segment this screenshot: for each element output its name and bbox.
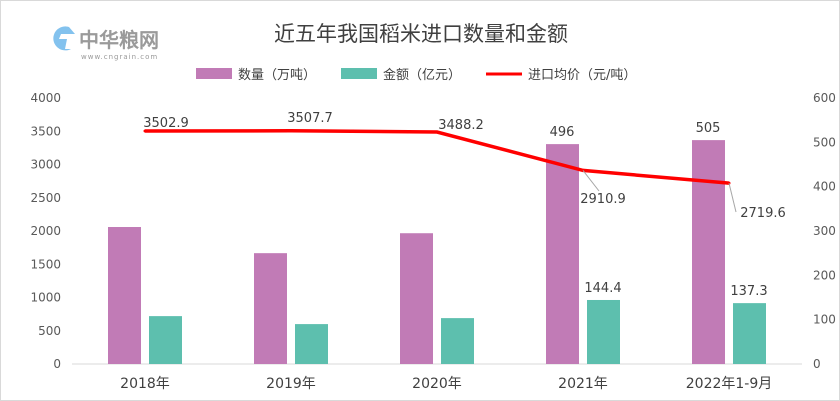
left-axis-tick: 3000 bbox=[30, 158, 61, 172]
logo-name: 中华粮网 bbox=[79, 28, 159, 52]
x-axis-tick: 2021年 bbox=[558, 376, 608, 392]
bar-data-label: 137.3 bbox=[730, 284, 767, 299]
price-point bbox=[289, 129, 293, 133]
line-data-label: 2719.6 bbox=[740, 206, 786, 221]
price-line bbox=[144, 128, 730, 185]
right-axis-tick: 400 bbox=[813, 180, 836, 194]
bar-data-label: 496 bbox=[550, 125, 575, 140]
left-axis-tick: 3500 bbox=[30, 124, 61, 138]
left-axis-tick: 4000 bbox=[30, 91, 61, 105]
left-axis-tick: 1500 bbox=[30, 257, 61, 271]
price-point bbox=[435, 130, 439, 134]
label-leader-line bbox=[582, 170, 600, 192]
legend-label: 进口均价（元/吨） bbox=[528, 68, 636, 83]
right-axis-tick: 0 bbox=[813, 357, 821, 371]
bar-quantity bbox=[400, 233, 433, 364]
right-axis-tick: 500 bbox=[813, 135, 836, 149]
bar-data-label: 144.4 bbox=[584, 281, 621, 296]
legend-swatch bbox=[341, 68, 377, 79]
right-axis-tick: 200 bbox=[813, 268, 836, 282]
label-leader-line bbox=[728, 183, 737, 213]
logo: 中华粮网 www.cngrain.com bbox=[53, 26, 159, 61]
bar-data-label: 505 bbox=[696, 121, 721, 136]
bar-quantity bbox=[108, 227, 141, 364]
left-axis-tick: 2500 bbox=[30, 191, 61, 205]
legend-swatch bbox=[196, 68, 232, 79]
legend-label: 金额（亿元） bbox=[383, 67, 461, 83]
line-data-label: 3502.9 bbox=[143, 116, 189, 131]
bar-amount bbox=[441, 318, 474, 364]
line-data-label: 3507.7 bbox=[287, 111, 333, 126]
bar-amount bbox=[587, 299, 620, 364]
left-axis-tick: 2000 bbox=[30, 224, 61, 238]
chart-marks: 496 505 144.4 137.3 3502.9 3507.7 3488.2 2910.9… bbox=[108, 111, 786, 364]
left-axis-tick: 0 bbox=[53, 357, 61, 371]
logo-url: www.cngrain.com bbox=[81, 53, 158, 61]
left-axis-tick: 500 bbox=[38, 324, 61, 338]
line-data-label: 3488.2 bbox=[438, 118, 484, 133]
line-data-label: 2910.9 bbox=[580, 192, 626, 207]
bar-quantity bbox=[546, 144, 579, 364]
x-axis-tick: 2020年 bbox=[412, 376, 462, 392]
bar-quantity bbox=[692, 140, 725, 364]
right-axis-tick: 600 bbox=[813, 91, 836, 105]
bar-amount bbox=[149, 316, 182, 364]
right-axis-tick: 100 bbox=[813, 313, 836, 327]
bar-quantity bbox=[254, 253, 287, 364]
price-point bbox=[143, 129, 147, 133]
bar-amount bbox=[295, 324, 328, 364]
chart-title: 近五年我国稻米进口数量和金额 bbox=[274, 22, 568, 46]
axes: 0 500 1000 1500 2000 2500 3000 3500 4000 0 100 200 3… bbox=[30, 91, 835, 392]
left-axis-tick: 1000 bbox=[30, 291, 61, 305]
legend-label: 数量（万吨） bbox=[238, 68, 316, 83]
x-axis-tick: 2019年 bbox=[266, 376, 316, 392]
x-axis-tick: 2022年1-9月 bbox=[686, 376, 773, 392]
x-axis-tick: 2018年 bbox=[120, 376, 170, 392]
right-axis-tick: 300 bbox=[813, 224, 836, 238]
legend: 数量（万吨） 金额（亿元） 进口均价（元/吨） bbox=[196, 67, 636, 83]
bar-amount bbox=[733, 303, 766, 364]
logo-mark-icon bbox=[53, 26, 75, 51]
